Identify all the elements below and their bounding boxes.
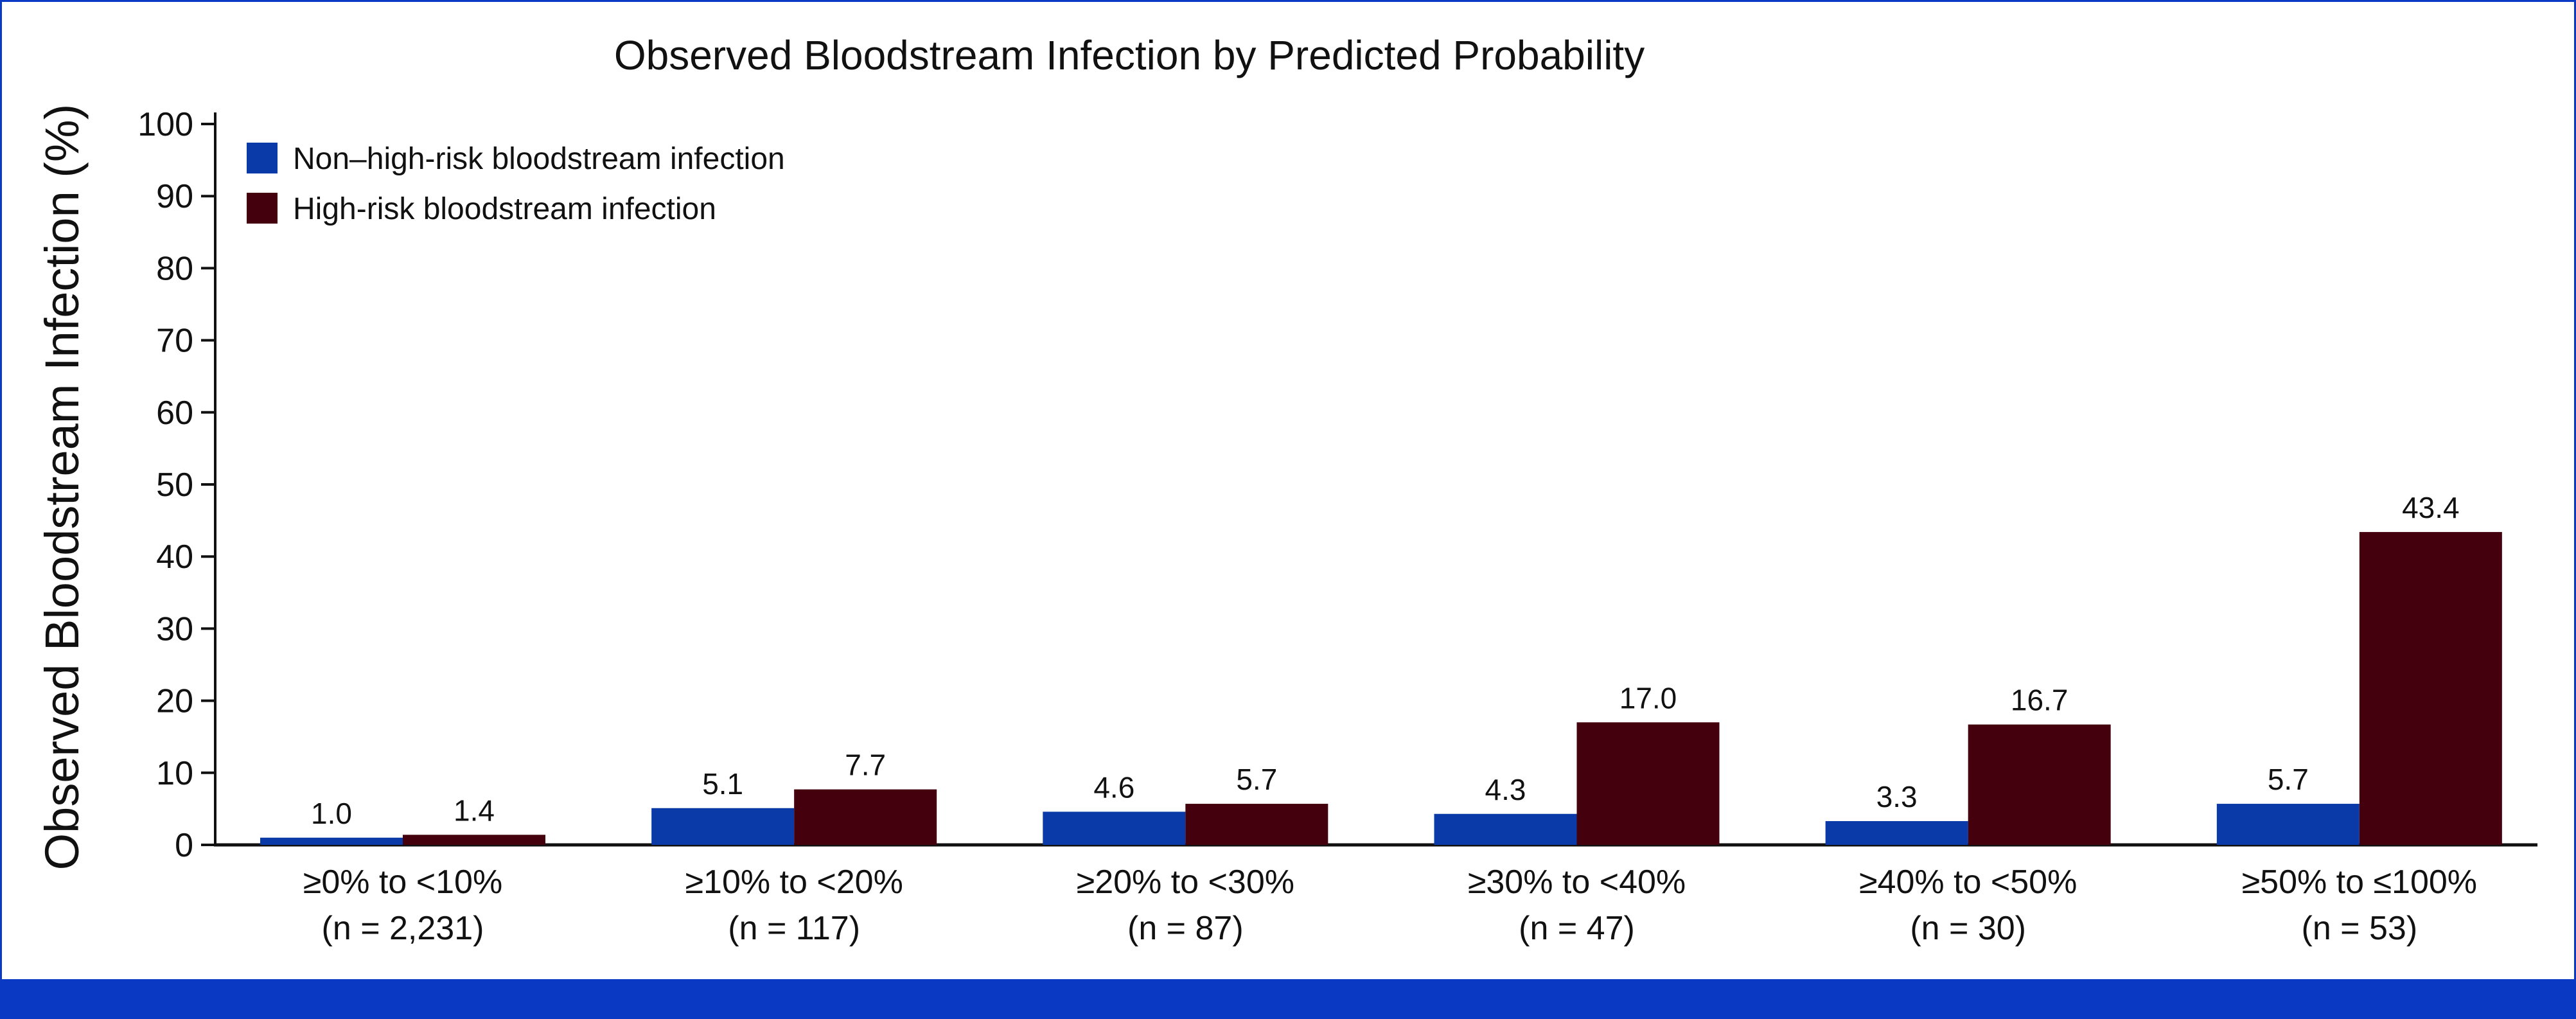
data-label-non-high-risk-5: 3.3 xyxy=(1876,780,1918,813)
data-label-high-risk-5: 16.7 xyxy=(2011,684,2069,717)
y-tick-label: 70 xyxy=(156,323,193,360)
data-label-high-risk-2: 7.7 xyxy=(845,749,886,782)
legend-swatch-high-risk xyxy=(247,193,278,224)
y-tick-label: 10 xyxy=(156,755,193,792)
bar-non-high-risk-2 xyxy=(651,808,795,845)
bar-high-risk-5 xyxy=(1968,724,2111,845)
y-tick-label: 80 xyxy=(156,250,193,287)
chart-title: Observed Bloodstream Infection by Predic… xyxy=(614,32,1645,78)
y-tick-label: 60 xyxy=(156,394,193,432)
bar-high-risk-1 xyxy=(403,835,545,845)
x-tick-sublabel: (n = 47) xyxy=(1519,910,1635,947)
x-tick-label: ≥50% to ≤100% xyxy=(2242,864,2477,901)
data-label-non-high-risk-1: 1.0 xyxy=(311,797,352,830)
data-label-non-high-risk-2: 5.1 xyxy=(702,767,743,801)
x-tick-label: ≥20% to <30% xyxy=(1077,864,1294,901)
x-tick-label: ≥0% to <10% xyxy=(303,864,502,901)
x-tick-label: ≥30% to <40% xyxy=(1468,864,1686,901)
y-tick-label: 0 xyxy=(175,827,193,864)
data-label-high-risk-4: 17.0 xyxy=(1619,681,1677,714)
y-tick-label: 90 xyxy=(156,178,193,215)
bar-non-high-risk-3 xyxy=(1043,811,1186,845)
bar-high-risk-4 xyxy=(1576,722,1720,845)
y-tick-label: 100 xyxy=(137,106,193,143)
bar-non-high-risk-6 xyxy=(2216,804,2360,845)
y-tick-label: 40 xyxy=(156,538,193,576)
bar-high-risk-2 xyxy=(794,789,937,845)
y-tick-label: 20 xyxy=(156,683,193,720)
x-tick-sublabel: (n = 30) xyxy=(1910,910,2026,947)
bars: 1.0 1.4 5.1 7.7 4.6 5.7 4.3 17.0 3.3 16.7 5.7 43.4 xyxy=(260,491,2502,845)
x-tick-sublabel: (n = 2,231) xyxy=(322,910,484,947)
axes: 0 10 20 30 40 50 60 70 80 90 100 ≥0% to <10% (n = 2,… xyxy=(137,106,2537,947)
bar-non-high-risk-1 xyxy=(260,837,403,845)
x-tick-label: ≥10% to <20% xyxy=(685,864,903,901)
data-label-non-high-risk-6: 5.7 xyxy=(2268,763,2309,796)
legend: Non–high-risk bloodstream infection High-… xyxy=(247,142,785,226)
data-label-high-risk-3: 5.7 xyxy=(1236,763,1277,796)
data-label-non-high-risk-3: 4.6 xyxy=(1093,770,1134,804)
bar-non-high-risk-4 xyxy=(1434,813,1577,845)
x-tick-label: ≥40% to <50% xyxy=(1859,864,2077,901)
data-label-high-risk-1: 1.4 xyxy=(454,793,495,827)
legend-swatch-non-high-risk xyxy=(247,143,278,173)
x-tick-sublabel: (n = 87) xyxy=(1127,910,1244,947)
x-tick-sublabel: (n = 117) xyxy=(728,910,860,947)
legend-label-high-risk: High-risk bloodstream infection xyxy=(293,192,716,226)
bar-high-risk-3 xyxy=(1185,804,1328,845)
y-tick-label: 50 xyxy=(156,466,193,504)
data-label-high-risk-6: 43.4 xyxy=(2402,491,2460,524)
y-axis-label: Observed Bloodstream Infection (%) xyxy=(35,104,89,871)
x-tick-sublabel: (n = 53) xyxy=(2302,910,2418,947)
bar-high-risk-6 xyxy=(2359,532,2502,845)
bar-non-high-risk-5 xyxy=(1825,820,1968,845)
legend-label-non-high-risk: Non–high-risk bloodstream infection xyxy=(293,142,785,176)
data-label-non-high-risk-4: 4.3 xyxy=(1485,773,1526,806)
bottom-band xyxy=(0,979,2576,1019)
y-tick-label: 30 xyxy=(156,610,193,648)
